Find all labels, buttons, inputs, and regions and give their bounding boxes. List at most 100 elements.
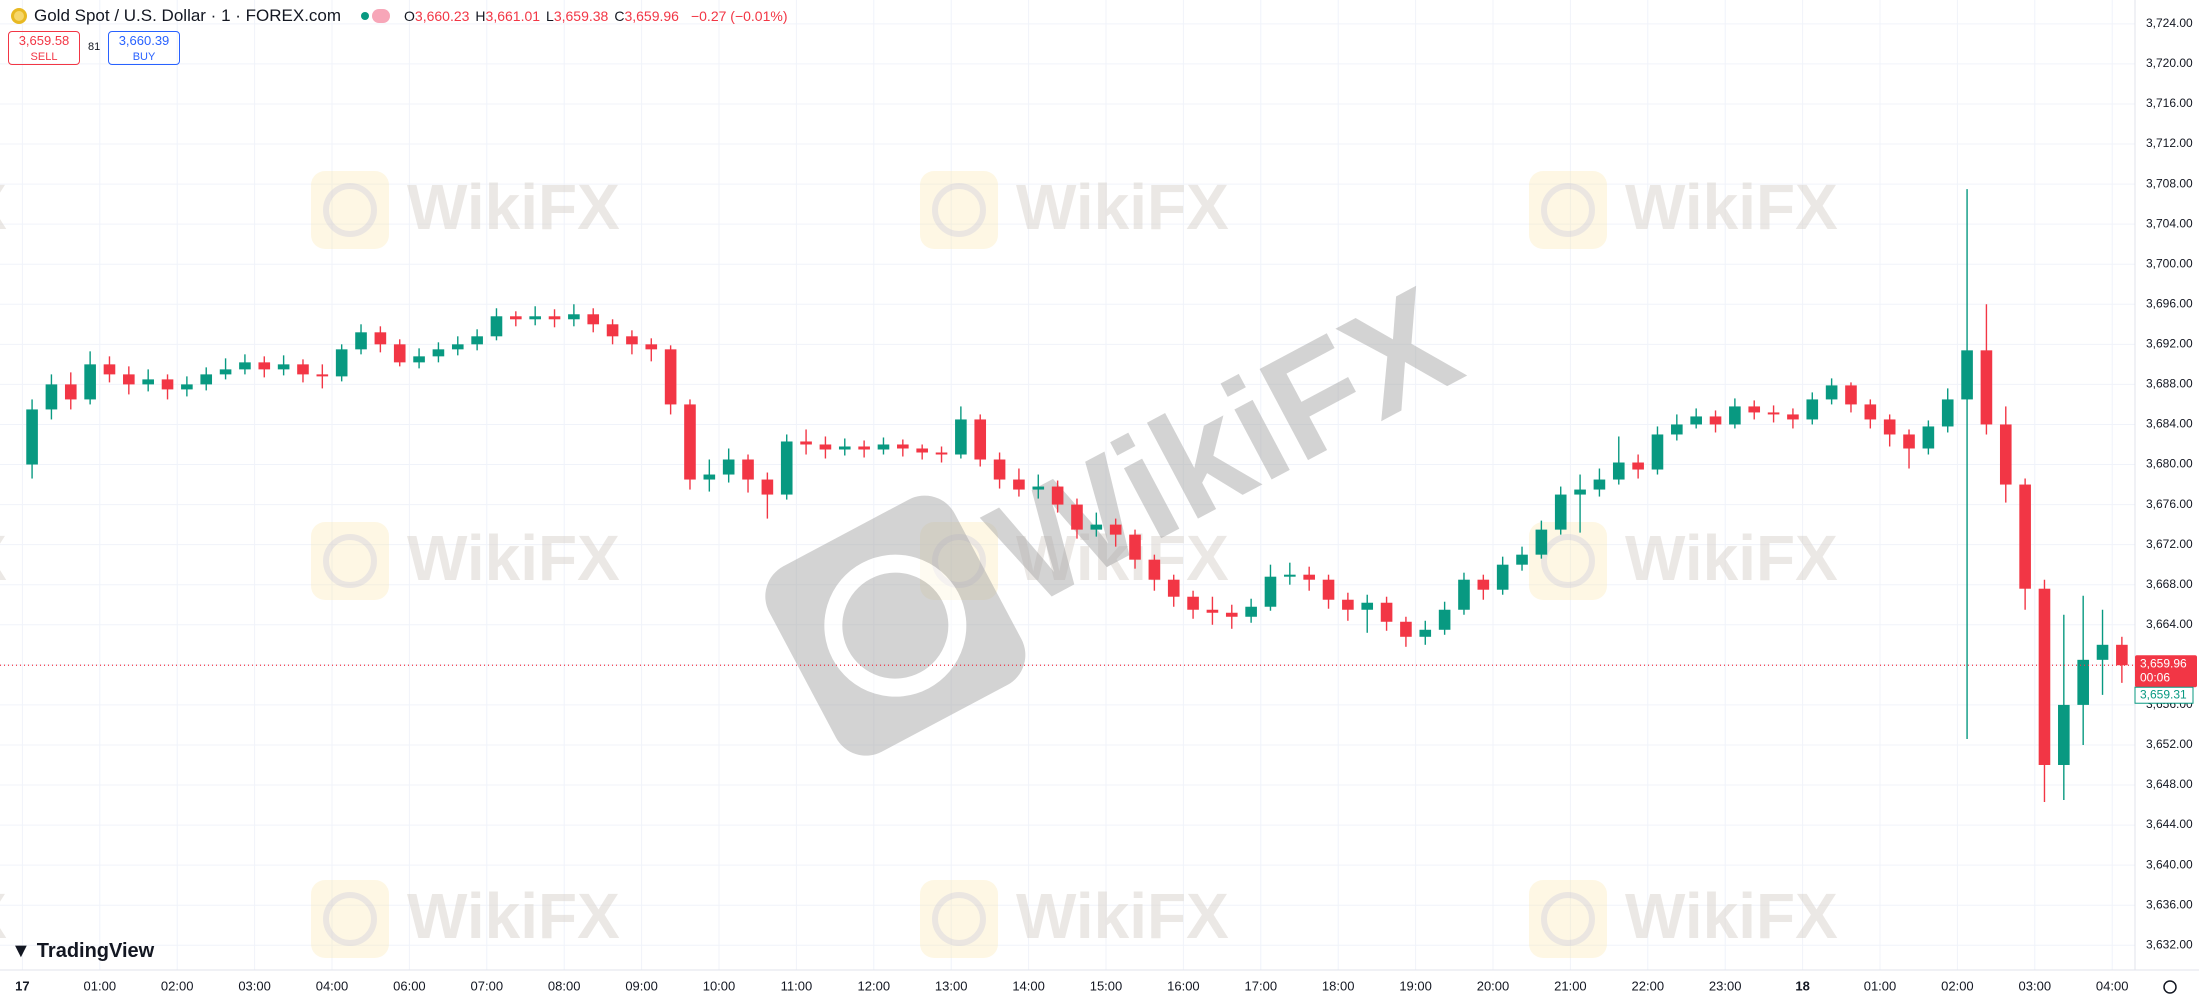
change: −0.27 (−0.01%): [690, 8, 788, 24]
candle-body: [1632, 462, 1644, 470]
ohlc-value: 3,661.01: [485, 8, 541, 24]
candle-body: [1477, 579, 1490, 590]
x-tick-label: 01:00: [84, 978, 117, 993]
watermark-logo-mark: [1541, 534, 1595, 588]
buy-button[interactable]: 3,660.39 BUY: [108, 31, 180, 65]
symbol-title[interactable]: Gold Spot / U.S. Dollar · 1 · FOREX.com: [34, 6, 342, 25]
bid-price-box: [2134, 686, 2194, 704]
candle-body: [239, 362, 251, 370]
candle-body: [1400, 621, 1412, 637]
x-tick-label: 15:00: [1090, 978, 1123, 993]
y-tick-label: 3,696.00: [2146, 296, 2193, 310]
x-tick-label: 13:00: [935, 978, 968, 993]
candle-body: [935, 452, 948, 455]
candle-body: [819, 444, 832, 450]
candle-body: [413, 356, 425, 363]
candle-body: [1941, 399, 1954, 427]
candle-body: [316, 374, 329, 377]
watermark-logo-mark: [1541, 183, 1595, 237]
y-tick-label: 3,704.00: [2146, 216, 2193, 230]
candle-body: [1612, 462, 1625, 480]
watermark-text: WikiFX: [407, 522, 620, 594]
watermark-logo: [1529, 171, 1607, 249]
watermark-text: WikiFX: [0, 880, 7, 952]
y-tick-label: 3,648.00: [2146, 777, 2193, 791]
candle-body: [1361, 602, 1374, 610]
x-tick-label: 19:00: [1399, 978, 1432, 993]
watermark-logo-mark: [932, 183, 986, 237]
x-tick-label: 04:00: [2096, 978, 2129, 993]
candle-body: [780, 441, 793, 495]
watermark: WikiFX: [311, 522, 620, 600]
x-tick-label: 16:00: [1167, 978, 1200, 993]
watermark: WikiFX: [1529, 880, 1838, 958]
candle-body: [1071, 504, 1083, 530]
spread: 81: [88, 41, 101, 53]
candle-body: [1709, 416, 1722, 425]
candle-body: [335, 349, 348, 377]
x-tick-label: 22:00: [1632, 978, 1665, 993]
watermark-logo: [920, 880, 998, 958]
brand-name: TradingView: [36, 940, 155, 962]
header: Gold Spot / U.S. Dollar · 1 · FOREX.com …: [10, 6, 787, 26]
x-tick-label: 21:00: [1554, 978, 1587, 993]
watermark-text: WikiFX: [1625, 171, 1838, 243]
candle-body: [626, 336, 638, 345]
x-tick-label: 01:00: [1864, 978, 1897, 993]
x-tick-label: 02:00: [161, 978, 194, 993]
status-pills[interactable]: [361, 9, 391, 23]
candle-body: [1090, 524, 1103, 530]
candle-body: [993, 459, 1006, 480]
candle-body: [1748, 406, 1761, 413]
x-tick-label: 17:00: [1245, 978, 1278, 993]
y-tick-label: 3,720.00: [2146, 56, 2193, 70]
candle-body: [838, 446, 851, 450]
ohlc-key: O: [404, 8, 415, 24]
candle-body: [1380, 602, 1393, 622]
candle-body: [490, 316, 503, 337]
watermark: WikiFX: [1529, 171, 1838, 249]
candle-body: [1651, 434, 1664, 470]
candle-body: [277, 364, 290, 370]
watermark: WikiFX: [1529, 522, 1838, 600]
candle-body: [1671, 424, 1683, 435]
watermark-logo: [311, 880, 389, 958]
data-badge: [372, 9, 391, 23]
candle-body: [1148, 559, 1161, 580]
watermark-logo-mark: [1541, 892, 1595, 946]
settings-button: [2163, 980, 2177, 994]
candle-body: [2077, 659, 2089, 705]
candle-body: [1593, 479, 1606, 490]
watermark-text: WikiFX: [1016, 171, 1229, 243]
candle-body: [606, 324, 619, 337]
ohlc-values: O3,660.23 H3,661.01 L3,659.38 C3,659.96: [404, 8, 685, 24]
candle-body: [1438, 609, 1451, 630]
candle-body: [1825, 385, 1838, 400]
brand[interactable]: ▼ TradingView: [11, 940, 154, 963]
candle-body: [393, 344, 406, 363]
candle-body: [103, 364, 116, 375]
watermark-logo: [1529, 522, 1607, 600]
ohlc-value: 3,659.38: [553, 8, 609, 24]
y-tick-label: 3,688.00: [2146, 377, 2193, 391]
y-tick-label: 3,708.00: [2146, 176, 2193, 190]
watermark-text: WikiFX: [407, 171, 620, 243]
sell-button[interactable]: 3,659.58 SELL: [8, 31, 80, 65]
watermark: WikiFX: [311, 880, 620, 958]
y-tick-label: 3,724.00: [2146, 16, 2193, 30]
candle-body: [219, 369, 232, 375]
candle-body: [1419, 629, 1432, 637]
candle-body: [1051, 486, 1064, 505]
candle-body: [2096, 644, 2109, 660]
y-tick-label: 3,680.00: [2146, 457, 2193, 471]
candle-body: [1264, 576, 1277, 607]
watermark-logo: [1529, 880, 1607, 958]
watermark-logo: [765, 495, 1026, 756]
candle-body: [955, 419, 967, 455]
candle-body: [471, 336, 483, 345]
bid-price-label: 3,659.31: [2140, 687, 2187, 701]
candle-body: [877, 444, 890, 450]
y-tick-label: 3,652.00: [2146, 737, 2193, 751]
x-tick-label: 14:00: [1012, 978, 1045, 993]
candle-body: [722, 459, 735, 475]
